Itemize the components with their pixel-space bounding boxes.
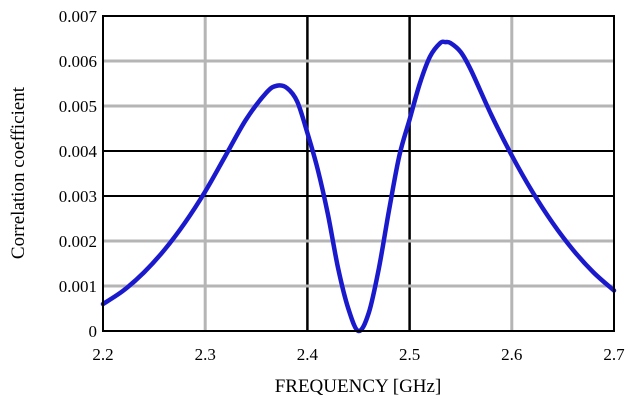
series-line [100,39,617,334]
plot-frame [102,15,615,332]
y-axis-title: Correlation coefficient [8,86,29,259]
y-tick-label: 0.001 [59,277,97,296]
y-tick-label: 0.003 [59,187,97,206]
x-tick-label: 2.4 [297,345,319,364]
y-tick-label: 0.002 [59,232,97,251]
y-tick-label: 0.006 [59,52,97,71]
grid [103,16,614,331]
series-layer [100,39,617,334]
y-tick-label: 0 [89,322,98,341]
x-tick-label: 2.6 [501,345,522,364]
plot-border [102,15,615,332]
x-tick-label: 2.3 [195,345,216,364]
y-tick-labels: 0 0.001 0.002 0.003 0.004 0.005 0.006 0.007 [59,7,98,341]
x-tick-label: 2.2 [92,345,113,364]
y-tick-label: 0.005 [59,97,97,116]
x-tick-label: 2.7 [603,345,625,364]
y-tick-label: 0.007 [59,7,98,26]
x-tick-label: 2.5 [399,345,420,364]
y-tick-label: 0.004 [59,142,98,161]
x-tick-labels: 2.2 2.3 2.4 2.5 2.6 2.7 [92,345,625,364]
x-axis-title: FREQUENCY [GHz] [275,376,442,397]
